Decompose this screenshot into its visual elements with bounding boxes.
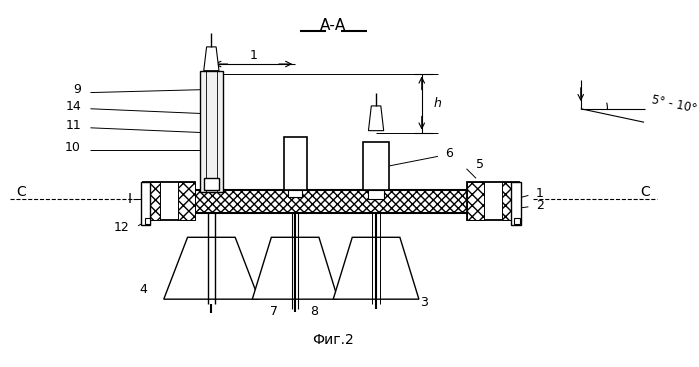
Bar xyxy=(502,182,519,220)
Bar xyxy=(143,182,195,220)
Polygon shape xyxy=(252,237,338,299)
Text: h: h xyxy=(433,97,441,110)
Bar xyxy=(466,182,519,220)
Text: 4: 4 xyxy=(140,283,147,296)
Text: 1: 1 xyxy=(250,49,257,62)
Text: 3: 3 xyxy=(421,295,428,309)
Bar xyxy=(203,178,219,190)
Bar xyxy=(143,182,160,220)
Bar xyxy=(178,182,195,220)
Bar xyxy=(368,190,384,199)
Polygon shape xyxy=(200,71,223,192)
Text: 5: 5 xyxy=(476,159,484,171)
Text: 8: 8 xyxy=(310,305,318,318)
Bar xyxy=(363,142,389,190)
Text: 2: 2 xyxy=(536,199,544,212)
Text: 5° - 10°: 5° - 10° xyxy=(650,93,698,115)
Text: 6: 6 xyxy=(445,147,454,160)
Text: 1: 1 xyxy=(536,187,544,200)
Text: 12: 12 xyxy=(114,221,129,234)
Polygon shape xyxy=(164,237,259,299)
Polygon shape xyxy=(333,237,419,299)
Text: А-А: А-А xyxy=(320,18,346,33)
Bar xyxy=(289,190,302,197)
Bar xyxy=(511,182,521,225)
Text: I: I xyxy=(127,192,131,206)
Text: С: С xyxy=(16,185,26,199)
Text: 10: 10 xyxy=(65,141,81,154)
Bar xyxy=(147,190,519,214)
Bar xyxy=(145,218,150,224)
Bar xyxy=(466,182,484,220)
Text: 14: 14 xyxy=(65,100,81,113)
Text: Фиг.2: Фиг.2 xyxy=(312,333,354,347)
Text: 11: 11 xyxy=(65,119,81,132)
Text: С: С xyxy=(640,185,650,199)
Text: 9: 9 xyxy=(73,83,81,96)
Polygon shape xyxy=(203,47,219,71)
Bar xyxy=(284,137,307,190)
Bar xyxy=(514,218,520,224)
Text: 7: 7 xyxy=(271,305,278,318)
Bar xyxy=(141,182,150,225)
Polygon shape xyxy=(368,106,384,131)
